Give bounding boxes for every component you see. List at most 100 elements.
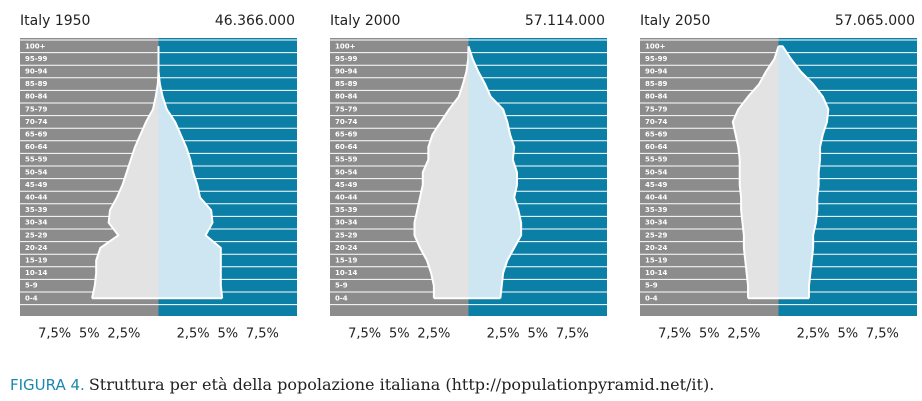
- age-label: 95-99: [335, 55, 358, 63]
- age-label: 70-74: [335, 118, 358, 126]
- age-label: 0-4: [335, 294, 348, 302]
- age-label: 50-54: [25, 168, 48, 176]
- x-tick-label: 5%: [527, 327, 548, 342]
- age-label: 35-39: [645, 206, 668, 214]
- x-tick-label: 7,5%: [866, 327, 899, 342]
- female-outline: [778, 45, 830, 300]
- age-label: 75-79: [335, 105, 358, 113]
- age-label: 20-24: [645, 244, 668, 252]
- pyramid-chart: 0-4 5-9 10-14 15-19 20-24 25-29 30-34 35-39 40-4…: [330, 13, 607, 342]
- age-label: 10-14: [645, 269, 668, 277]
- chart-title: Italy 2050: [640, 13, 710, 29]
- age-label: 65-69: [25, 131, 48, 139]
- age-label: 35-39: [25, 206, 48, 214]
- male-outline: [91, 46, 160, 300]
- age-label: 5-9: [25, 282, 38, 290]
- age-label: 40-44: [335, 194, 358, 202]
- age-label: 65-69: [645, 131, 668, 139]
- age-label: 80-84: [335, 93, 358, 101]
- caption-label: FIGURA 4.: [10, 376, 85, 394]
- age-label: 55-59: [25, 156, 48, 164]
- age-label: 0-4: [25, 294, 38, 302]
- female-outline: [467, 45, 523, 300]
- total-population: 57.065.000: [835, 13, 915, 29]
- age-label: 45-49: [645, 181, 668, 189]
- age-label: 65-69: [335, 131, 358, 139]
- caption-text: Struttura per età della popolazione ital…: [89, 375, 715, 394]
- age-label: 60-64: [25, 143, 48, 151]
- age-label: 20-24: [25, 244, 48, 252]
- x-tick-label: 2,5%: [417, 327, 450, 342]
- x-tick-label: 5%: [217, 327, 238, 342]
- x-tick-label: 5%: [837, 327, 858, 342]
- age-label: 5-9: [335, 282, 348, 290]
- age-label: 75-79: [25, 105, 48, 113]
- male-outline: [731, 45, 780, 300]
- age-label: 50-54: [335, 168, 358, 176]
- age-label: 90-94: [25, 68, 48, 76]
- age-label: 85-89: [645, 80, 668, 88]
- age-label: 60-64: [335, 143, 358, 151]
- age-label: 95-99: [25, 55, 48, 63]
- age-label: 25-29: [25, 231, 48, 239]
- x-tick-label: 2,5%: [487, 327, 520, 342]
- female-area: [158, 46, 223, 299]
- x-tick-label: 7,5%: [658, 327, 691, 342]
- age-label: 10-14: [25, 269, 48, 277]
- female-outline: [157, 46, 224, 300]
- male-area: [414, 46, 469, 299]
- x-tick-label: 5%: [699, 327, 720, 342]
- male-outline: [413, 46, 470, 300]
- x-tick-label: 2,5%: [177, 327, 210, 342]
- x-tick-label: 2,5%: [727, 327, 760, 342]
- age-label: 100+: [25, 42, 46, 50]
- age-label: 90-94: [645, 68, 668, 76]
- total-population: 46.366.000: [215, 13, 295, 29]
- age-label: 25-29: [645, 231, 668, 239]
- caption: FIGURA 4. Struttura per età della popolaz…: [10, 375, 714, 394]
- age-label: 80-84: [25, 93, 48, 101]
- x-tick-label: 5%: [79, 327, 100, 342]
- age-label: 30-34: [645, 219, 668, 227]
- pyramid-chart: 0-4 5-9 10-14 15-19 20-24 25-29 30-34 35-39 40-4…: [640, 13, 917, 342]
- age-label: 95-99: [645, 55, 668, 63]
- female-area: [778, 46, 829, 299]
- pyramid-chart: 0-4 5-9 10-14 15-19 20-24 25-29 30-34 35-39 40-4…: [20, 13, 297, 342]
- age-label: 35-39: [335, 206, 358, 214]
- age-label: 45-49: [335, 181, 358, 189]
- age-label: 55-59: [645, 156, 668, 164]
- age-label: 40-44: [25, 194, 48, 202]
- age-label: 90-94: [335, 68, 358, 76]
- age-label: 100+: [335, 42, 356, 50]
- male-area: [92, 46, 159, 299]
- age-label: 75-79: [645, 105, 668, 113]
- x-tick-label: 7,5%: [246, 327, 279, 342]
- total-population: 57.114.000: [525, 13, 605, 29]
- age-label: 5-9: [645, 282, 658, 290]
- age-label: 45-49: [25, 181, 48, 189]
- age-label: 30-34: [25, 219, 48, 227]
- age-label: 30-34: [335, 219, 358, 227]
- age-label: 15-19: [25, 257, 48, 265]
- age-label: 0-4: [645, 294, 658, 302]
- x-tick-label: 2,5%: [797, 327, 830, 342]
- age-label: 55-59: [335, 156, 358, 164]
- x-tick-label: 7,5%: [556, 327, 589, 342]
- x-tick-label: 7,5%: [348, 327, 381, 342]
- female-area: [468, 46, 522, 299]
- age-label: 15-19: [335, 257, 358, 265]
- chart-title: Italy 2000: [330, 13, 400, 29]
- age-label: 25-29: [335, 231, 358, 239]
- age-label: 70-74: [25, 118, 48, 126]
- age-label: 50-54: [645, 168, 668, 176]
- age-label: 60-64: [645, 143, 668, 151]
- chart-title: Italy 1950: [20, 13, 90, 29]
- age-label: 40-44: [645, 194, 668, 202]
- age-label: 85-89: [335, 80, 358, 88]
- x-tick-label: 2,5%: [107, 327, 140, 342]
- x-tick-label: 7,5%: [38, 327, 71, 342]
- age-label: 85-89: [25, 80, 48, 88]
- age-label: 20-24: [335, 244, 358, 252]
- x-tick-label: 5%: [389, 327, 410, 342]
